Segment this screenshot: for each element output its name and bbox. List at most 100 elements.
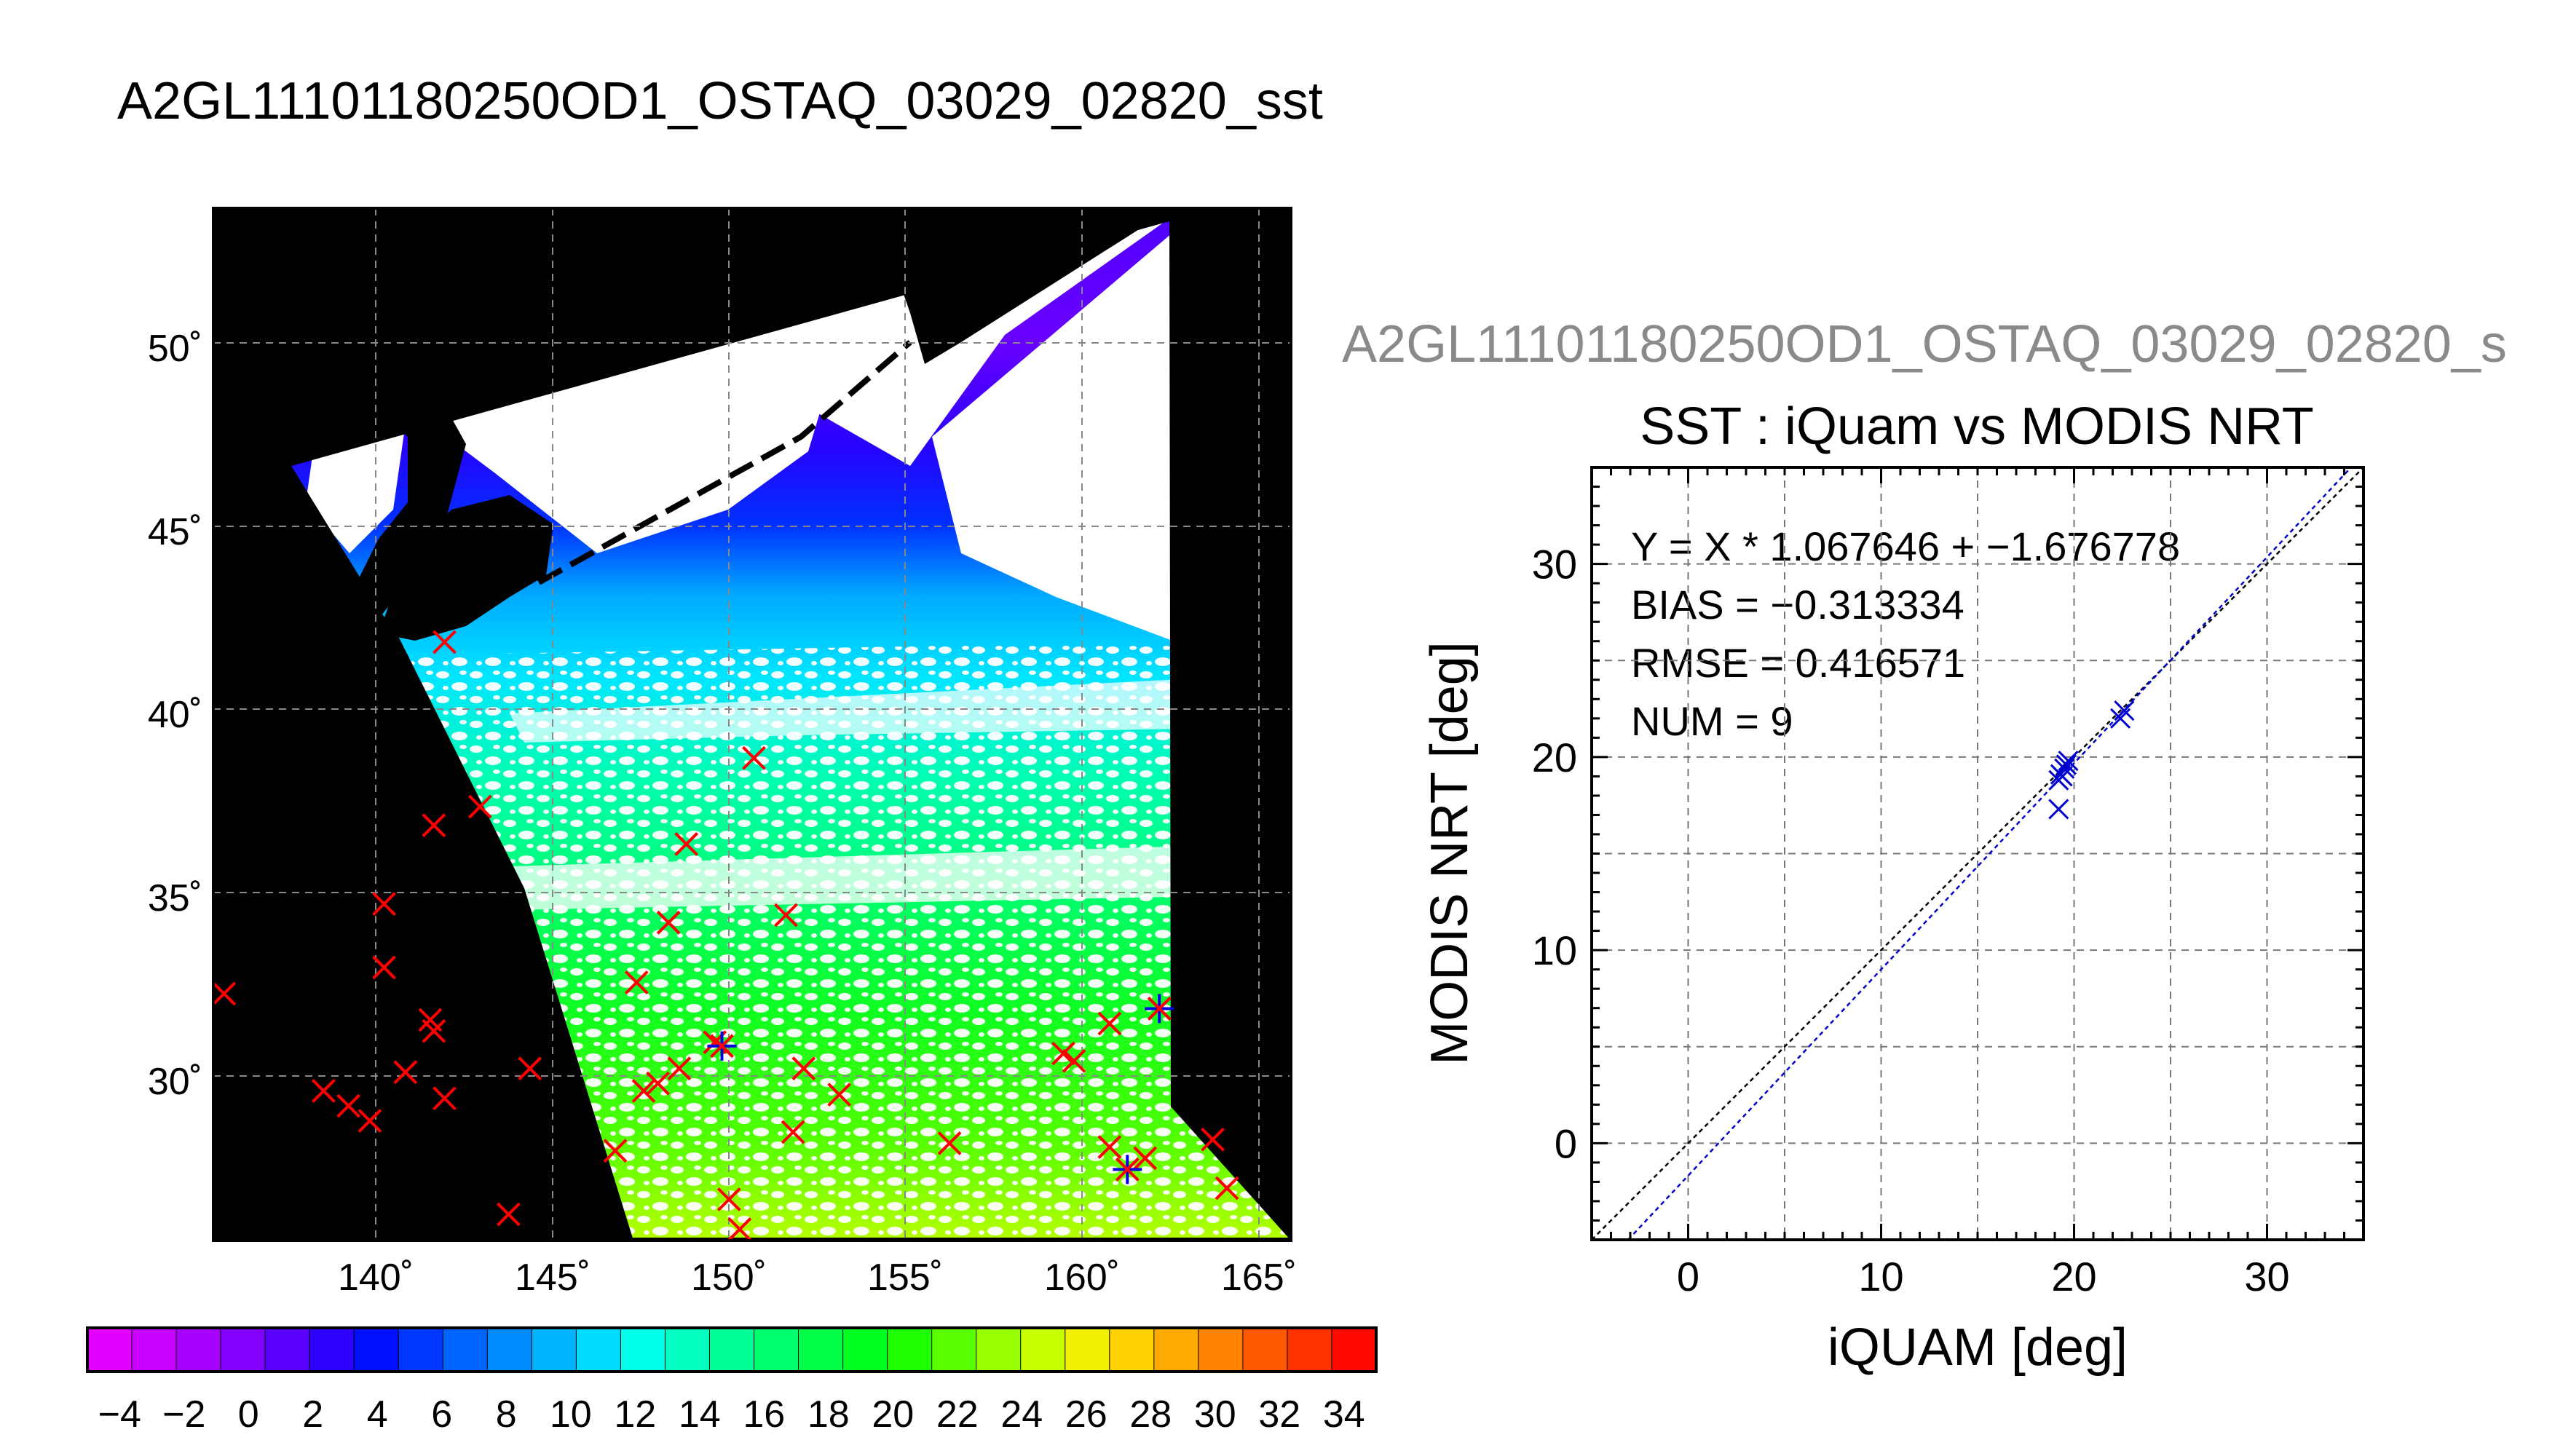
y-tick-label: 10	[1532, 927, 1577, 973]
y-tick-label: 20	[1532, 735, 1577, 780]
colorbar-cell	[87, 1328, 133, 1372]
colorbar-tick-label: 34	[1323, 1393, 1365, 1436]
map-gridlines	[213, 208, 1291, 1241]
iquam-point	[433, 630, 457, 654]
iquam-point	[937, 1131, 962, 1155]
regression-line	[1627, 467, 2352, 1241]
iquam-point	[496, 1202, 521, 1227]
colorbar-tick-label: 14	[679, 1393, 721, 1436]
colorbar-tick-label: 10	[550, 1393, 592, 1436]
iquam-point	[716, 1187, 741, 1211]
iquam-point	[827, 1083, 852, 1107]
matchup-point	[707, 1031, 737, 1061]
scatter-point	[2056, 754, 2077, 775]
scatter-point	[2052, 766, 2073, 787]
colorbar-cell	[620, 1328, 666, 1372]
iquam-point	[781, 1120, 805, 1144]
iquam-point	[1097, 1135, 1122, 1159]
colorbar-cell	[443, 1328, 489, 1372]
main-title: A2GL11101180250OD1_OSTAQ_03029_02820_sst	[117, 72, 1323, 130]
colorbar-tick-label: 30	[1194, 1393, 1236, 1436]
colorbar-tick-label: 20	[872, 1393, 914, 1436]
colorbar-cell	[576, 1328, 622, 1372]
colorbar-tick-label: 2	[302, 1393, 323, 1436]
iquam-point	[742, 745, 766, 770]
lon-tick-label: 140˚	[338, 1257, 414, 1296]
colorbar-tick-label: 4	[367, 1393, 388, 1436]
colorbar-cell	[1109, 1328, 1155, 1372]
lon-tick-label: 150˚	[691, 1257, 767, 1296]
colorbar-cell	[665, 1328, 711, 1372]
scatter-annotation: Y = X * 1.067646 + −1.676778	[1631, 523, 2180, 569]
kuril-chain	[537, 339, 912, 585]
colorbar-cell	[265, 1328, 311, 1372]
scatter-ylabel: MODIS NRT [deg]	[1421, 641, 1479, 1065]
colorbar-tick-label: 8	[496, 1393, 517, 1436]
matchup-point-cross	[1115, 1157, 1140, 1182]
lat-tick-label: 40˚	[148, 694, 202, 736]
iquam-point	[727, 1217, 752, 1241]
scatter-xlabel: iQUAM [deg]	[1828, 1318, 2128, 1377]
iquam-point	[631, 1079, 656, 1103]
colorbar-tick-label: 22	[936, 1393, 979, 1436]
colorbar-cell	[798, 1328, 844, 1372]
colorbar-tick-label: −2	[162, 1393, 205, 1436]
iquam-point	[773, 903, 798, 927]
iquam-point	[667, 1056, 692, 1081]
iquam-point	[336, 1093, 361, 1118]
scatter-annotation: RMSE = 0.416571	[1631, 640, 1965, 686]
lat-tick-label: 35˚	[148, 877, 202, 919]
iquam-point	[656, 910, 681, 935]
sst-map: 50˚ 45˚ 40˚ 35˚ 30˚ 140˚ 145˚ 150˚ 155˚ …	[148, 207, 1297, 1296]
iquam-point	[518, 1056, 542, 1081]
colorbar-frame	[86, 1326, 1378, 1373]
matchup-point-cross	[710, 1034, 734, 1059]
iquam-point	[1097, 1011, 1122, 1036]
colorbar-cell	[176, 1328, 222, 1372]
iquam-point	[433, 1086, 457, 1111]
colorbar-tick-label: 32	[1258, 1393, 1300, 1436]
swath-cloud-speckle	[408, 641, 1290, 1238]
matchup-point-cross	[1147, 997, 1172, 1021]
iquam-point	[1051, 1041, 1075, 1066]
colorbar-tick-label: 24	[1000, 1393, 1043, 1436]
lon-tick-label: 145˚	[515, 1257, 591, 1296]
colorbar-cell	[1242, 1328, 1288, 1372]
y-tick-label: 30	[1532, 542, 1577, 587]
iquam-point	[1133, 1146, 1158, 1171]
lat-tick-label: 45˚	[148, 511, 202, 553]
one-to-one-line	[1591, 467, 2364, 1241]
map-frame	[212, 207, 1292, 1242]
y-tick-label: 0	[1555, 1120, 1577, 1166]
matchup-point	[1113, 1155, 1142, 1184]
iquam-point	[624, 970, 649, 994]
colorbar-tick-label: 28	[1129, 1393, 1172, 1436]
iquam-point	[422, 813, 446, 838]
colorbar-cell	[1198, 1328, 1244, 1372]
colorbar-cell	[1287, 1328, 1332, 1372]
colorbar-tick-label: 16	[743, 1393, 785, 1436]
x-tick-label: 20	[2051, 1254, 2096, 1299]
colorbar-tick-label: 18	[807, 1393, 850, 1436]
colorbar-cell	[221, 1328, 266, 1372]
colorbar-tick-label: −4	[98, 1393, 141, 1436]
colorbar-cell	[1020, 1328, 1066, 1372]
colorbar-cell	[887, 1328, 933, 1372]
scatter-point	[2110, 708, 2131, 729]
colorbar-cell	[398, 1328, 444, 1372]
scatter-point	[2114, 700, 2135, 721]
matchup-point	[1145, 994, 1174, 1024]
iquam-point	[791, 1056, 816, 1081]
iquam-point	[674, 831, 699, 856]
sst-colorbar: −4 −2 0 2 4 6 8 10 12 14 16 18 20 22 24 26 28 30 32 34	[86, 1326, 1378, 1436]
x-tick-label: 30	[2244, 1254, 2289, 1299]
colorbar-cell	[132, 1328, 178, 1372]
colorbar-tick-label: 12	[614, 1393, 656, 1436]
iquam-point	[358, 1109, 382, 1133]
colorbar-cell	[1065, 1328, 1110, 1372]
lat-tick-label: 50˚	[148, 328, 202, 370]
scatter-annotation: NUM = 9	[1631, 698, 1793, 744]
x-tick-label: 10	[1858, 1254, 1903, 1299]
scatter-header: A2GL11101180250OD1_OSTAQ_03029_02820_s	[1342, 315, 2507, 373]
colorbar-cell	[842, 1328, 888, 1372]
